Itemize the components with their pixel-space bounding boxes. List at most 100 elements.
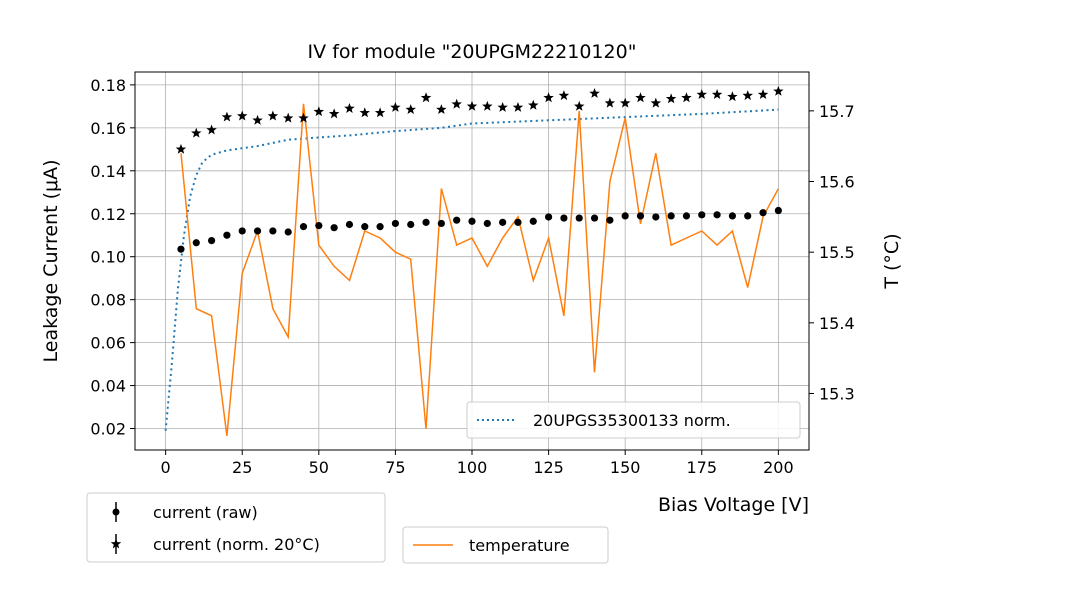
current-raw-point: [422, 218, 430, 226]
current-norm-point: [574, 100, 585, 111]
axes: 0 25 50 75 100 125 150 175 200 0.02 0.04 0.06 0.08 0.…: [90, 76, 854, 477]
y-tick-label: 0.10: [90, 248, 126, 267]
current-raw-point: [744, 212, 752, 220]
current-raw-point: [652, 213, 660, 221]
current-raw-point: [606, 216, 614, 224]
current-norm-point: [359, 107, 370, 118]
current-raw-point: [223, 231, 231, 239]
legend-raw-label: current (raw): [153, 503, 258, 522]
current-norm-point: [482, 100, 493, 111]
current-raw-point: [560, 214, 568, 222]
current-norm-point: [344, 103, 355, 113]
current-norm-point: [619, 97, 631, 108]
current-raw-point: [376, 223, 384, 231]
current-norm-point: [773, 85, 784, 96]
current-norm-point: [635, 92, 646, 103]
current-raw-point: [698, 211, 706, 219]
current-raw-point: [667, 212, 675, 220]
legend-reference-frame: [466, 401, 801, 439]
current-norm-point: [221, 111, 233, 122]
current-norm-point: [512, 101, 524, 112]
current-norm-point: [681, 92, 692, 103]
current-norm-point: [436, 104, 447, 115]
y-tick-label: 0.12: [90, 205, 126, 224]
y2-tick-label: 15.6: [819, 173, 855, 192]
current-norm-point: [451, 98, 462, 109]
current-raw-point: [682, 212, 691, 220]
current-norm-point: [282, 112, 294, 123]
current-raw-point: [284, 228, 292, 236]
current-norm-point: [589, 87, 600, 98]
current-raw-point: [544, 213, 553, 221]
current-raw-point: [315, 221, 323, 230]
legend-currents-frame: [86, 492, 386, 563]
current-norm-point: [328, 108, 340, 119]
current-norm-point: [757, 89, 769, 99]
current-norm-point: [267, 110, 279, 121]
legend-reference-label: 20UPGS35300133 norm.: [533, 411, 731, 430]
y2-tick-label: 15.4: [819, 314, 855, 333]
current-raw-point: [192, 239, 200, 247]
current-norm-point: [543, 92, 554, 103]
current-raw-point: [238, 227, 246, 235]
current-norm-point: [313, 106, 325, 117]
y2-tick-label: 15.7: [819, 102, 855, 121]
current-norm-point: [206, 124, 217, 135]
current-raw-point: [483, 219, 491, 228]
current-norm-point: [742, 90, 753, 101]
current-norm-point: [558, 90, 570, 101]
current-raw-point: [529, 217, 537, 225]
y2-tick-label: 15.3: [819, 384, 855, 403]
reference-norm-curve: [164, 108, 779, 431]
y2-axis-label: T (°C): [881, 233, 903, 289]
current-norm-point: [696, 89, 707, 99]
x-tick-label: 0: [161, 458, 171, 477]
current-norm-point: [420, 92, 432, 103]
y-tick-label: 0.02: [90, 420, 126, 439]
current-raw-point: [330, 224, 338, 232]
x-tick-label: 150: [610, 458, 641, 477]
legend-reference: 20UPGS35300133 norm.: [466, 401, 801, 439]
current-raw-point: [207, 236, 216, 245]
x-tick-label: 75: [385, 458, 405, 477]
current-norm-point: [237, 110, 248, 121]
current-raw-point: [514, 218, 522, 226]
current-norm-point: [727, 91, 738, 102]
current-norm-point: [604, 97, 616, 108]
current-raw-point: [575, 214, 583, 222]
current-norm-point: [252, 114, 263, 125]
current-norm-point: [665, 93, 677, 104]
current-raw-point: [361, 223, 369, 231]
chart-title: IV for module "20UPGM22210120": [308, 41, 637, 63]
x-tick-label: 100: [457, 458, 488, 477]
current-raw-point: [437, 219, 445, 228]
y2-tick-label: 15.5: [819, 243, 855, 262]
y-tick-label: 0.16: [90, 119, 126, 138]
current-norm-point: [374, 107, 386, 118]
current-raw-point: [391, 219, 400, 228]
current-norm-point: [175, 143, 187, 154]
current-raw-point: [759, 209, 767, 217]
y-axis-label: Leakage Current (μA): [40, 160, 62, 363]
x-tick-label: 50: [309, 458, 329, 477]
x-tick-label: 125: [533, 458, 564, 477]
current-raw-point: [299, 223, 308, 231]
legend-temperature-label: temperature: [469, 536, 570, 555]
current-raw-point: [728, 212, 737, 220]
y-tick-label: 0.04: [90, 377, 126, 396]
legend-norm-marker: [110, 538, 122, 549]
current-raw-point: [468, 217, 476, 225]
legend-currents: current (raw) current (norm. 20°C): [86, 492, 386, 563]
current-raw-point: [253, 227, 262, 235]
current-norm-point: [650, 97, 662, 108]
x-tick-label: 175: [686, 458, 717, 477]
current-norm-point: [528, 99, 539, 110]
current-raw-point: [269, 227, 277, 235]
x-tick-label: 25: [232, 458, 252, 477]
legend-temperature: temperature: [402, 526, 609, 564]
current-raw-point: [774, 206, 782, 215]
y-tick-label: 0.06: [90, 334, 126, 353]
legend-norm-label: current (norm. 20°C): [153, 535, 320, 554]
current-norm-point: [466, 100, 478, 111]
